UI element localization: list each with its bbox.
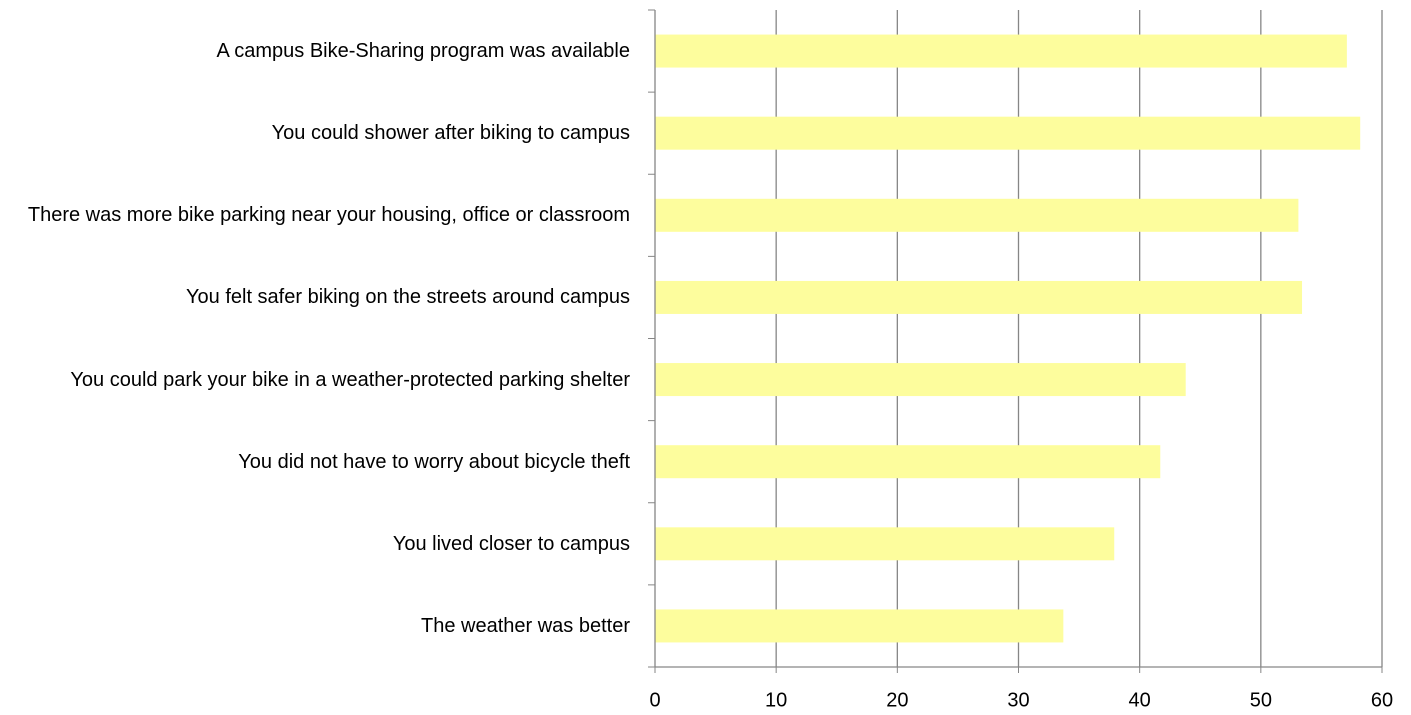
y-tick-label: You lived closer to campus xyxy=(392,532,630,555)
y-tick-label: There was more bike parking near your ho… xyxy=(27,204,630,227)
y-tick-label: You felt safer biking on the streets aro… xyxy=(186,286,630,309)
y-tick-label: You did not have to worry about bicycle … xyxy=(238,450,630,473)
x-tick-label: 10 xyxy=(765,689,787,711)
bar xyxy=(655,116,1361,150)
x-tick-label: 0 xyxy=(649,689,660,711)
bar xyxy=(655,198,1299,232)
bar xyxy=(655,34,1347,68)
bar xyxy=(655,280,1303,314)
x-tick-label: 60 xyxy=(1371,689,1393,711)
x-tick-label: 40 xyxy=(1129,689,1151,711)
y-tick-label: The weather was better xyxy=(421,614,630,637)
y-tick-label: A campus Bike-Sharing program was availa… xyxy=(216,40,630,63)
x-tick-label: 20 xyxy=(886,689,908,711)
y-tick-label: You could shower after biking to campus xyxy=(271,122,630,145)
bar xyxy=(655,609,1064,643)
bar xyxy=(655,445,1161,479)
x-tick-label: 30 xyxy=(1007,689,1029,711)
bar xyxy=(655,527,1115,561)
x-tick-label: 50 xyxy=(1250,689,1272,711)
bar xyxy=(655,363,1186,397)
y-tick-label: You could park your bike in a weather-pr… xyxy=(70,368,630,391)
